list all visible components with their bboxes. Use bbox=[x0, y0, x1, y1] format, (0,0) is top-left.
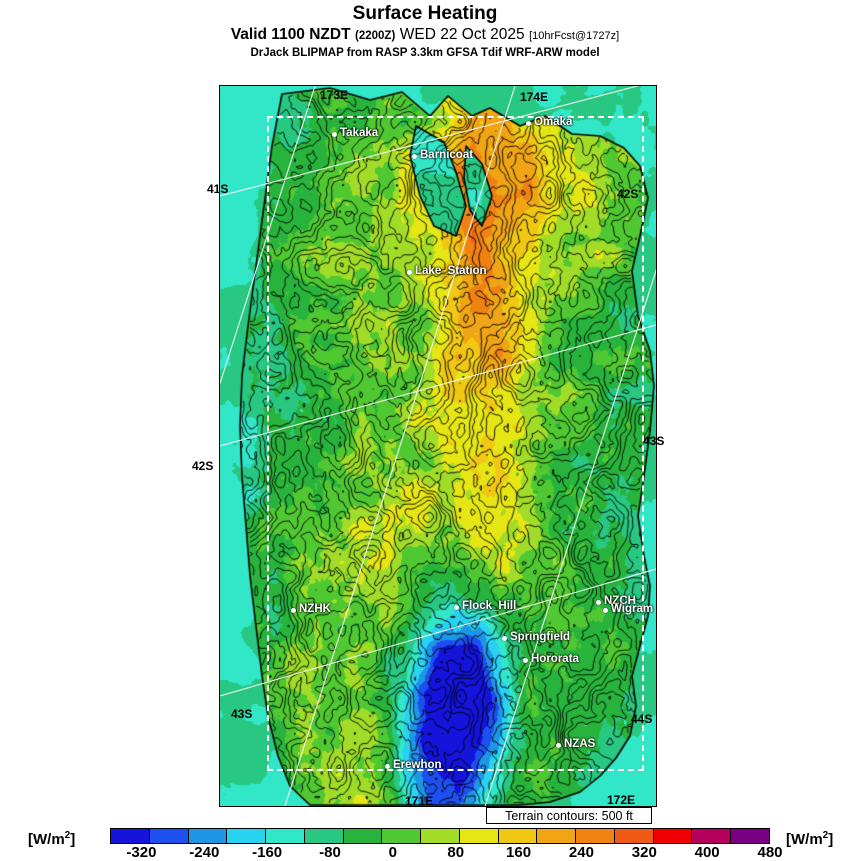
terrain-contour-legend: Terrain contours: 500 ft bbox=[486, 807, 652, 824]
colorbar-segment bbox=[421, 829, 460, 843]
colorbar-unit-right: [W/m2] bbox=[786, 830, 834, 848]
station-marker bbox=[291, 608, 296, 613]
station-label: NZAS bbox=[564, 738, 596, 750]
station-marker bbox=[556, 743, 561, 748]
colorbar-segment bbox=[498, 829, 538, 843]
station-marker bbox=[596, 600, 601, 605]
colorbar-segment bbox=[343, 829, 383, 843]
valid-time-line: Valid 1100 NZDT (2200Z) WED 22 Oct 2025 … bbox=[0, 25, 850, 46]
colorbar-segment bbox=[304, 829, 344, 843]
colorbar[interactable] bbox=[110, 828, 770, 844]
colorbar-tick-label: 160 bbox=[506, 844, 532, 861]
colorbar-unit-left: [W/m2] bbox=[28, 830, 76, 848]
valid-time: Valid 1100 NZDT bbox=[230, 26, 351, 43]
colorbar-tick-label: -240 bbox=[189, 844, 220, 861]
colorbar-segment bbox=[653, 829, 693, 843]
page-title: Surface Heating bbox=[352, 3, 498, 24]
colorbar-tick-label: 400 bbox=[694, 844, 720, 861]
colorbar-segment bbox=[459, 829, 499, 843]
station-marker bbox=[407, 270, 412, 275]
station-marker bbox=[502, 636, 507, 641]
colorbar-tick-label: -80 bbox=[319, 844, 341, 861]
station-marker bbox=[523, 658, 528, 663]
colorbar-panel: [W/m2] -320 -240 -160 -80 0 80 160 240 320 400 480… bbox=[0, 826, 850, 861]
colorbar-tick-label: 80 bbox=[447, 844, 465, 861]
station-label: Lake_Station bbox=[415, 265, 487, 277]
station-label: Wigram bbox=[611, 603, 654, 615]
colorbar-segment bbox=[266, 829, 305, 843]
station-label: Springfield bbox=[510, 631, 571, 643]
colorbar-segment bbox=[537, 829, 577, 843]
colorbar-segment bbox=[614, 829, 654, 843]
model-description: DrJack BLIPMAP from RASP 3.3km GFSA Tdif… bbox=[250, 47, 600, 59]
station-marker bbox=[526, 121, 531, 126]
colorbar-segment bbox=[188, 829, 228, 843]
station-label: Erewhon bbox=[393, 759, 442, 771]
station-label: NZCH bbox=[604, 595, 636, 607]
station-marker bbox=[332, 132, 337, 137]
valid-date: WED 22 Oct 2025 bbox=[399, 26, 525, 43]
station-label: Flock_Hill bbox=[462, 600, 517, 612]
station-label: Barnicoat bbox=[420, 149, 474, 161]
colorbar-tick-label: 320 bbox=[631, 844, 657, 861]
colorbar-tick-label: -320 bbox=[126, 844, 157, 861]
colorbar-segment bbox=[692, 829, 732, 843]
forecast-tag: [10hrFcst@1727z] bbox=[529, 30, 620, 42]
colorbar-tick-label: 240 bbox=[568, 844, 594, 861]
colorbar-segment bbox=[576, 829, 615, 843]
colorbar-tick-label: 0 bbox=[388, 844, 398, 861]
station-label: Takaka bbox=[340, 127, 379, 139]
station-marker bbox=[412, 154, 417, 159]
station-label: Omaka bbox=[534, 116, 573, 128]
forecast-domain-box bbox=[267, 116, 644, 771]
colorbar-tick-label: 480 bbox=[757, 844, 783, 861]
station-marker bbox=[603, 608, 608, 613]
station-marker bbox=[385, 764, 390, 769]
colorbar-segment bbox=[227, 829, 267, 843]
colorbar-segment bbox=[731, 829, 770, 843]
station-label: NZHK bbox=[299, 603, 331, 615]
valid-time-utc: (2200Z) bbox=[355, 30, 396, 42]
colorbar-segment bbox=[149, 829, 189, 843]
colorbar-segment bbox=[382, 829, 422, 843]
station-marker bbox=[454, 605, 459, 610]
colorbar-tick-label: -160 bbox=[252, 844, 283, 861]
station-label: Hororata bbox=[531, 653, 579, 665]
title-block: Surface Heating Valid 1100 NZDT (2200Z) … bbox=[0, 0, 850, 61]
graticule-label: 42S bbox=[192, 459, 214, 473]
colorbar-segment bbox=[111, 829, 150, 843]
map-panel[interactable]: Takaka Barnicoat Omaka Lake_Station NZHK Floc… bbox=[219, 85, 657, 807]
